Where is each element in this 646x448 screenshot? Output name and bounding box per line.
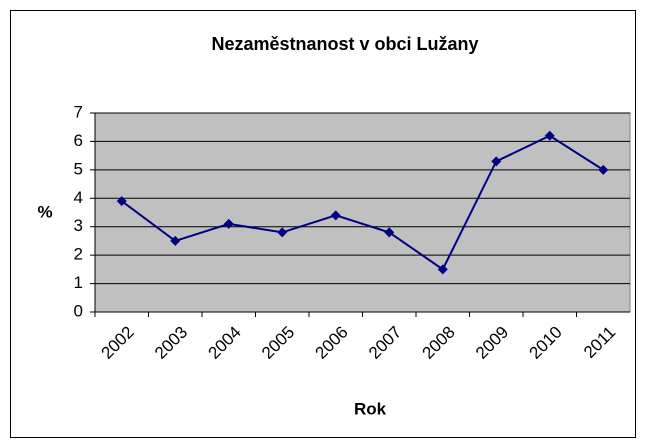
y-tick-label: 0: [74, 301, 83, 320]
marker: [384, 227, 395, 238]
marker: [598, 164, 609, 175]
marker: [170, 235, 181, 246]
line: [121, 134, 604, 271]
marker: [544, 130, 555, 141]
chart-title: Nezaměstnanost v obci Lužany: [211, 34, 478, 54]
y-tick-label: 5: [74, 159, 83, 178]
marker: [437, 264, 448, 275]
y-tick-label: 4: [74, 188, 83, 207]
marker: [277, 227, 288, 238]
marker: [491, 156, 502, 167]
x-axis-label: Rok: [354, 399, 387, 418]
y-tick-label: 1: [74, 273, 83, 292]
plot-area: [94, 112, 631, 313]
y-tick-label: 7: [74, 102, 83, 121]
y-tick-label: 6: [74, 131, 83, 150]
marker: [330, 210, 341, 221]
y-tick-label: 2: [74, 245, 83, 264]
y-axis-label: %: [37, 202, 52, 221]
marker: [116, 196, 127, 207]
y-tick-label: 3: [74, 216, 83, 235]
marker: [223, 218, 234, 229]
